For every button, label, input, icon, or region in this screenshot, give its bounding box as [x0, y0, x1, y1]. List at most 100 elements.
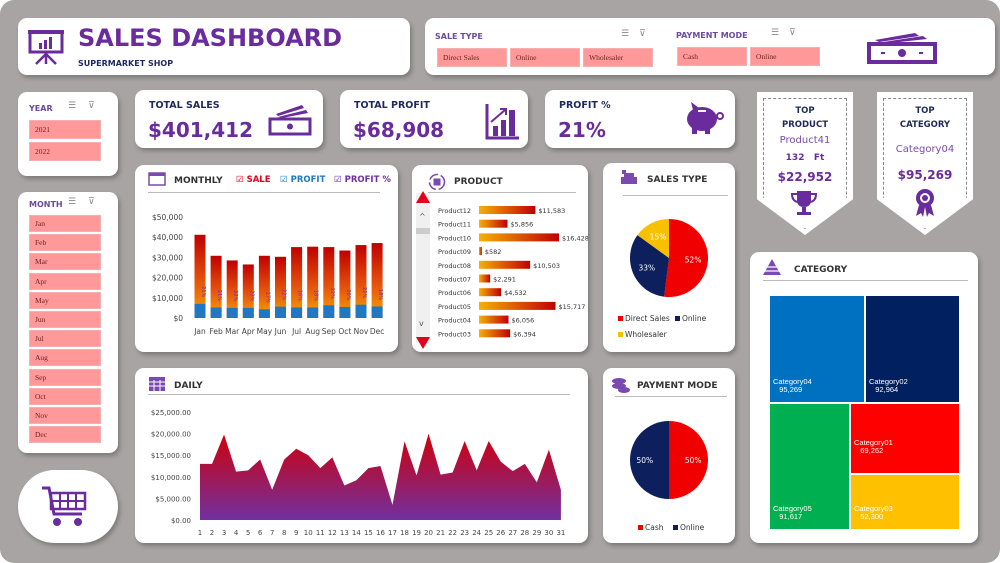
dashed-border	[883, 98, 967, 229]
x-tick-label: 28	[520, 529, 529, 537]
x-tick-label: 3	[222, 529, 226, 537]
x-tick-label: 7	[270, 529, 274, 537]
scroll-up-arrow-icon[interactable]	[416, 191, 430, 203]
profit-pct-label: 17%	[264, 292, 270, 303]
product-bar	[479, 301, 556, 310]
y-tick-label: $10,000.00	[151, 474, 191, 482]
monthly-bar-chart: $0 $10,000 $20,000 $30,000 $40,000 $50,000 21%…	[152, 213, 385, 336]
multi-select-icon[interactable]: ☰	[68, 101, 77, 111]
product-value-label: $6,056	[511, 317, 534, 325]
year-2021[interactable]: 2021	[29, 120, 101, 139]
treemap-tile[interactable]: Category01 69,262	[850, 403, 960, 474]
divider	[623, 195, 728, 196]
top-product-value: $22,952	[777, 170, 833, 184]
treemap-tile[interactable]: Category05 91,617	[769, 403, 850, 530]
multi-select-icon[interactable]: ☰	[68, 197, 77, 207]
trophy-icon	[790, 191, 818, 215]
x-tick-label: 25	[484, 529, 493, 537]
month-jan[interactable]: Jan	[29, 215, 101, 232]
multi-select-icon[interactable]: ☰	[621, 29, 630, 39]
payment-mode-slicer-title: PAYMENT MODE	[676, 31, 748, 40]
scroll-down-arrow-icon[interactable]	[416, 337, 430, 349]
scrollbar[interactable]: ^ v	[416, 191, 430, 349]
legend-profit-pct-toggle[interactable]: ☑ PROFIT %	[334, 175, 391, 185]
profit-bar	[242, 307, 254, 318]
clear-filter-icon[interactable]: ⊽	[789, 28, 796, 38]
payment-mode-online[interactable]: Online	[750, 47, 820, 66]
x-tick-label: Dec	[370, 327, 385, 336]
x-tick-label: 23	[460, 529, 469, 537]
sale-type-direct-sales[interactable]: Direct Sales	[437, 48, 507, 67]
year-2022[interactable]: 2022	[29, 142, 101, 161]
sale-type-online[interactable]: Online	[510, 48, 580, 67]
daily-chart-card: DAILY $0.00 $5,000.00 $10,000.00 $15,000.00…	[135, 368, 588, 543]
profit-bar	[307, 307, 319, 318]
multi-select-icon[interactable]: ☰	[771, 28, 780, 38]
month-mar[interactable]: Mar	[29, 253, 101, 271]
clear-filter-icon[interactable]: ⊽	[88, 197, 95, 207]
y-tick-label: $20,000.00	[151, 431, 191, 439]
treemap-tile[interactable]: Category02 92,964	[865, 295, 960, 403]
legend-sale-toggle[interactable]: ☑ SALE	[236, 175, 271, 185]
payment-mode-card: PAYMENT MODE 50% 50% Cash Online	[603, 368, 735, 543]
product-label: Product09	[438, 248, 471, 256]
scrollbar-thumb[interactable]	[416, 228, 430, 234]
chevron-up-icon[interactable]: ^	[419, 212, 426, 221]
treemap-label: Category03 52,300	[854, 505, 893, 521]
month-apr[interactable]: Apr	[29, 272, 101, 290]
chevron-down-icon[interactable]: v	[419, 319, 424, 328]
profit-pct-label: 16%	[297, 290, 303, 301]
clear-filter-icon[interactable]: ⊽	[639, 29, 646, 39]
legend-label: Direct Sales	[625, 314, 670, 323]
month-aug[interactable]: Aug	[29, 349, 101, 367]
product-value-label: $2,291	[493, 276, 516, 284]
legend-label: PROFIT	[290, 175, 326, 185]
month-sep[interactable]: Sep	[29, 368, 101, 386]
month-may[interactable]: May	[29, 291, 101, 309]
x-tick-label: 26	[496, 529, 505, 537]
product-chart-card: PRODUCT ^ v Product12 $11,583 Product11 $5,…	[412, 165, 588, 352]
top-product-qty: 132	[785, 153, 805, 163]
legend-swatch	[618, 316, 623, 321]
legend-swatch	[638, 525, 643, 530]
x-tick-label: 5	[246, 529, 250, 537]
month-jun[interactable]: Jun	[29, 311, 101, 328]
month-oct[interactable]: Oct	[29, 387, 101, 405]
category-title: CATEGORY	[794, 265, 848, 275]
sales-type-title: SALES TYPE	[647, 175, 708, 185]
product-value-label: $11,583	[538, 207, 565, 215]
divider	[615, 396, 727, 397]
x-tick-label: 21	[436, 529, 445, 537]
month-feb[interactable]: Feb	[29, 234, 101, 252]
profit-pct-label: 22%	[329, 288, 335, 299]
product-label: Product07	[438, 276, 471, 284]
category-card: CATEGORY Category04 95,269 Category02 92,…	[750, 252, 978, 543]
clear-filter-icon[interactable]: ⊽	[88, 101, 95, 111]
year-slicer: YEAR ☰ ⊽ 2021 2022	[18, 92, 118, 176]
payment-mode-cash[interactable]: Cash	[677, 47, 747, 66]
product-label: Product04	[438, 317, 471, 325]
sale-type-wholesaler[interactable]: Wholesaler	[583, 48, 653, 67]
product-title: PRODUCT	[454, 177, 503, 187]
month-nov[interactable]: Nov	[29, 407, 101, 424]
x-tick-label: Jan	[193, 327, 206, 336]
treemap-tile[interactable]: Category03 52,300	[850, 474, 960, 530]
y-tick-label: $0	[173, 314, 183, 323]
category-value: 69,262	[860, 446, 884, 455]
x-tick-label: Sep	[322, 327, 336, 336]
product-value-label: $15,717	[559, 303, 586, 311]
legend-profit-toggle[interactable]: ☑ PROFIT	[280, 175, 326, 185]
divider	[148, 192, 380, 193]
x-tick-label: 15	[364, 529, 373, 537]
month-jul[interactable]: Jul	[29, 330, 101, 348]
x-tick-label: 13	[340, 529, 349, 537]
profit-bar	[355, 304, 367, 318]
treemap-tile[interactable]: Category04 95,269	[769, 295, 865, 403]
y-tick-label: $30,000	[152, 253, 183, 262]
month-dec[interactable]: Dec	[29, 426, 101, 444]
x-tick-label: 12	[328, 529, 337, 537]
divider	[148, 394, 570, 395]
sale-bar	[371, 243, 383, 318]
top-category-name: Category04	[895, 144, 955, 155]
legend-label: Online	[682, 314, 707, 323]
